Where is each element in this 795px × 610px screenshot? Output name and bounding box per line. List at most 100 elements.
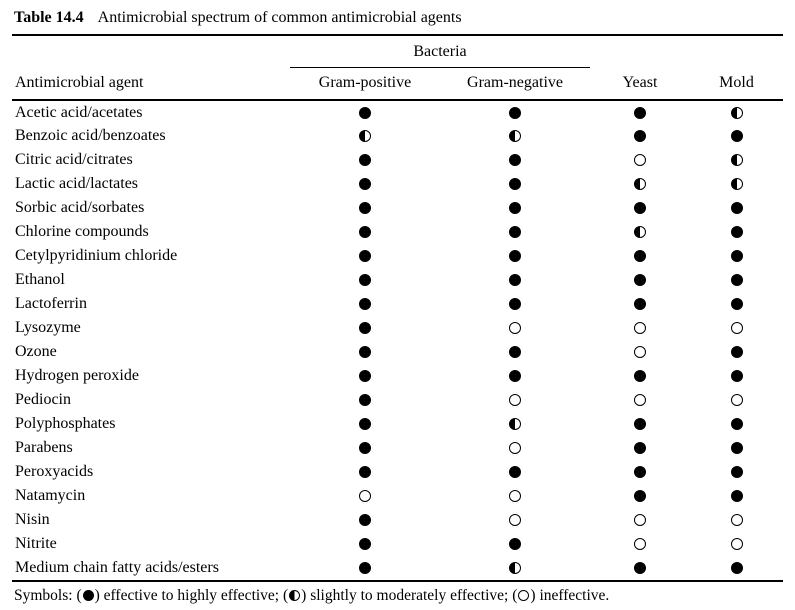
table-row: Benzoic acid/benzoates [12, 124, 783, 148]
filled-circle-icon [509, 346, 521, 359]
filled-circle-icon [359, 370, 371, 383]
table-row: Nitrite [12, 532, 783, 556]
open-circle-icon [634, 322, 647, 335]
filled-circle-icon [730, 562, 743, 575]
effectiveness-cell [440, 364, 590, 388]
filled-circle-icon [509, 274, 521, 287]
effectiveness-cell [590, 388, 690, 412]
group-header-spacer [690, 36, 783, 68]
open-circle-icon [634, 154, 647, 167]
effectiveness-cell [690, 388, 783, 412]
filled-circle-icon [634, 250, 647, 263]
effectiveness-cell [440, 316, 590, 340]
table-row: Citric acid/citrates [12, 148, 783, 172]
group-header-spacer [590, 36, 690, 68]
divider-top [12, 34, 783, 36]
filled-circle-icon [359, 346, 371, 359]
effectiveness-cell [690, 244, 783, 268]
effectiveness-cell [290, 124, 440, 148]
effectiveness-cell [690, 316, 783, 340]
filled-circle-icon [730, 226, 743, 239]
agent-name: Peroxyacids [15, 463, 94, 480]
agent-name: Citric acid/citrates [15, 151, 133, 168]
agent-name: Lactic acid/lactates [15, 175, 139, 192]
effectiveness-cell [590, 196, 690, 220]
effectiveness-cell [440, 292, 590, 316]
table-row: Pediocin [12, 388, 783, 412]
agent-name: Lysozyme [15, 319, 81, 336]
agent-name: Pediocin [15, 391, 71, 408]
open-circle-icon [509, 514, 521, 527]
filled-circle-icon [509, 370, 521, 383]
group-header-row: Bacteria [12, 36, 783, 68]
table-row: Parabens [12, 436, 783, 460]
table-row: Chlorine compounds [12, 220, 783, 244]
filled-circle-icon [359, 226, 371, 239]
table-row: Hydrogen peroxide [12, 364, 783, 388]
table-row: Ethanol [12, 268, 783, 292]
agent-name: Medium chain fatty acids/esters [15, 559, 219, 576]
agent-name: Benzoic acid/benzoates [15, 127, 166, 144]
column-header-gram-negative: Gram-negative [440, 67, 591, 101]
table-row: Polyphosphates [12, 412, 783, 436]
effectiveness-cell [290, 412, 440, 436]
agent-name: Ozone [15, 343, 57, 360]
half-filled-circle-icon [730, 178, 743, 191]
effectiveness-cell [440, 412, 590, 436]
filled-circle-icon [634, 130, 647, 143]
effectiveness-cell [290, 436, 440, 460]
effectiveness-cell [290, 532, 440, 556]
filled-circle-icon [730, 250, 743, 263]
effectiveness-cell [690, 268, 783, 292]
filled-circle-icon [359, 298, 371, 311]
effectiveness-cell [290, 316, 440, 340]
effectiveness-cell [590, 220, 690, 244]
effectiveness-cell [440, 340, 590, 364]
effectiveness-cell [590, 460, 690, 484]
filled-circle-icon [634, 418, 647, 431]
effectiveness-cell [440, 172, 590, 196]
filled-circle-icon [509, 202, 521, 215]
effectiveness-cell [290, 172, 440, 196]
effectiveness-cell [290, 364, 440, 388]
filled-circle-icon [730, 130, 743, 143]
filled-circle-icon [359, 250, 371, 263]
filled-circle-icon [730, 274, 743, 287]
open-circle-icon [518, 590, 530, 601]
filled-circle-icon [359, 106, 371, 119]
effectiveness-cell [690, 532, 783, 556]
effectiveness-cell [290, 508, 440, 532]
filled-circle-icon [359, 538, 371, 551]
effectiveness-cell [690, 364, 783, 388]
effectiveness-cell [690, 340, 783, 364]
column-header-row: Antimicrobial agent Gram-positive Gram-n… [12, 67, 784, 101]
effectiveness-cell [440, 532, 590, 556]
table-row: Sorbic acid/sorbates [12, 196, 783, 220]
agent-name: Polyphosphates [15, 415, 116, 432]
effectiveness-cell [590, 412, 690, 436]
open-circle-icon [730, 394, 743, 407]
half-filled-circle-icon [634, 178, 647, 191]
effectiveness-cell [690, 460, 783, 484]
agent-name: Lactoferrin [15, 295, 87, 312]
effectiveness-cell [290, 196, 440, 220]
open-circle-icon [634, 346, 647, 359]
agent-name: Hydrogen peroxide [15, 367, 139, 384]
effectiveness-cell [690, 148, 783, 172]
filled-circle-icon [634, 106, 647, 119]
effectiveness-cell [290, 340, 440, 364]
effectiveness-cell [690, 412, 783, 436]
filled-circle-icon [634, 466, 647, 479]
table-number: Table 14.4 [14, 9, 84, 26]
effectiveness-cell [440, 436, 590, 460]
table-row: Ozone [12, 340, 783, 364]
effectiveness-cell [290, 484, 440, 508]
effectiveness-cell [440, 124, 590, 148]
filled-circle-icon [730, 346, 743, 359]
group-header-spacer [12, 36, 290, 68]
legend-item: () effective to highly effective; [76, 587, 283, 604]
effectiveness-cell [440, 484, 590, 508]
filled-circle-icon [509, 226, 521, 239]
column-header-agent: Antimicrobial agent [12, 67, 290, 101]
legend-item: () ineffective. [512, 587, 610, 604]
